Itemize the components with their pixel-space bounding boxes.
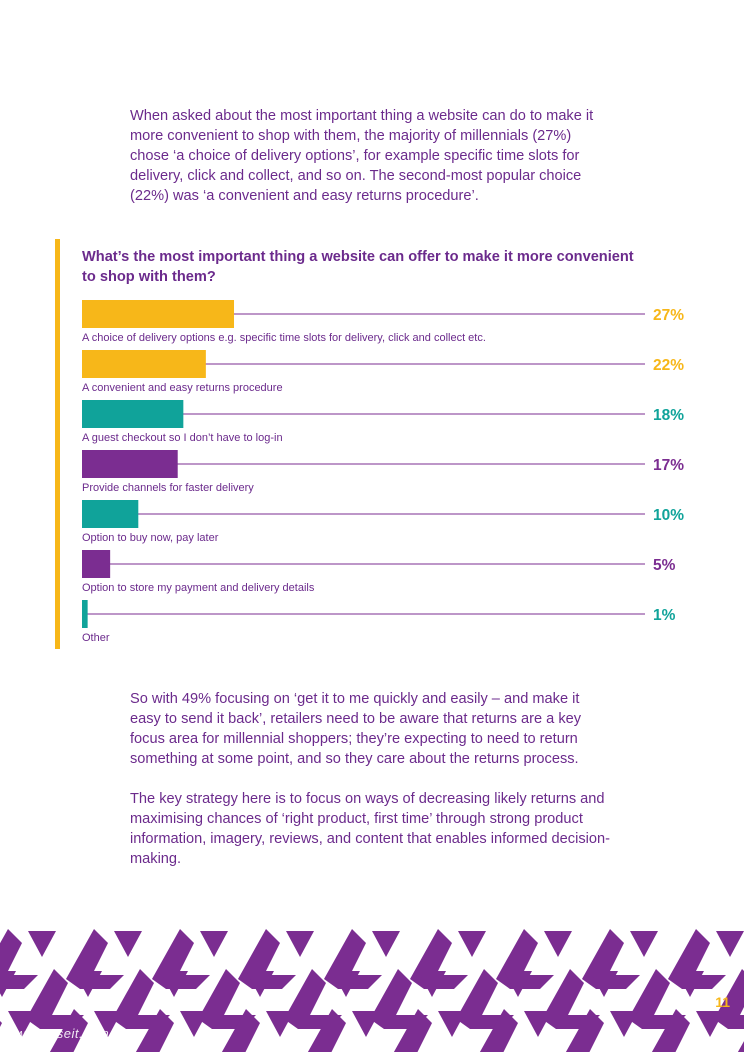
bar-value-label: 5% <box>653 557 676 574</box>
bar-value-label: 17% <box>653 457 684 474</box>
bar <box>82 550 111 578</box>
pattern-shape <box>221 1009 260 1052</box>
pattern-shape <box>352 1011 380 1037</box>
bar-value-label: 18% <box>653 407 684 424</box>
pattern-shape <box>74 971 102 997</box>
chart-title: What’s the most important thing a websit… <box>82 249 634 285</box>
pattern-shape <box>307 1009 346 1052</box>
bar-category-label: A guest checkout so I don’t have to log-… <box>82 432 283 444</box>
bar-category-label: A convenient and easy returns procedure <box>82 382 283 394</box>
bar <box>82 500 139 528</box>
bar-category-label: Option to buy now, pay later <box>82 532 219 544</box>
pattern-shape <box>8 1011 36 1037</box>
pattern-shape <box>565 1009 604 1052</box>
pattern-shape <box>200 931 228 957</box>
pattern-shape <box>28 931 56 957</box>
pattern-shape <box>418 971 446 997</box>
bar <box>82 450 178 478</box>
bar-value-label: 1% <box>653 607 676 624</box>
pattern-shape <box>628 969 686 1029</box>
pattern-shape <box>438 1011 466 1037</box>
bar-value-label: 22% <box>653 357 684 374</box>
bar-value-label: 10% <box>653 507 684 524</box>
pattern-shape <box>286 931 314 957</box>
bar-chart: 27% A choice of delivery options e.g. spe… <box>82 300 684 644</box>
pattern-shape <box>94 1011 122 1037</box>
pattern-shape <box>458 931 486 957</box>
pattern-shape <box>135 1009 174 1052</box>
pattern-shape <box>542 969 600 1029</box>
pattern-shape <box>524 1011 552 1037</box>
bar-category-label: Other <box>82 632 110 644</box>
pattern-shape <box>26 969 84 1029</box>
pattern-shape <box>160 971 188 997</box>
pattern-shape <box>737 1041 744 1052</box>
bar <box>82 400 184 428</box>
bar-category-label: Option to store my payment and delivery … <box>82 582 315 594</box>
pattern-shape <box>504 971 532 997</box>
bar <box>82 300 235 328</box>
pattern-shape <box>0 1021 2 1052</box>
pattern-shape <box>651 1009 690 1052</box>
bar <box>82 350 206 378</box>
bar-category-label: Provide channels for faster delivery <box>82 482 254 494</box>
pattern-shape <box>456 969 514 1029</box>
pattern-shape <box>114 931 142 957</box>
pattern-shape <box>180 1011 208 1037</box>
page-number: 11 <box>715 994 730 1010</box>
bar <box>82 600 88 628</box>
pattern-shape <box>544 931 572 957</box>
strategy-paragraph: The key strategy here is to focus on way… <box>130 791 610 867</box>
pattern-shape <box>393 1009 432 1052</box>
pattern-shape <box>479 1009 518 1052</box>
pattern-shape <box>198 969 256 1029</box>
pattern-shape <box>610 1011 638 1037</box>
pattern-shape <box>372 931 400 957</box>
intro-paragraph: When asked about the most important thin… <box>130 108 594 204</box>
pattern-shape <box>0 971 16 997</box>
pattern-shape <box>246 971 274 997</box>
pattern-shape <box>370 969 428 1029</box>
bar-category-label: A choice of delivery options e.g. specif… <box>82 332 486 344</box>
watermark: www.useit.com.cn <box>16 1026 129 1041</box>
pattern-shape <box>630 931 658 957</box>
pattern-shape <box>266 1011 294 1037</box>
pattern-shape <box>284 969 342 1029</box>
pattern-shape <box>696 1011 724 1037</box>
pattern-shape <box>49 1009 88 1052</box>
chart-accent-bar <box>55 239 60 649</box>
returns-paragraph: So with 49% focusing on ‘get it to me qu… <box>130 691 582 767</box>
pattern-shape <box>590 971 618 997</box>
pattern-shape <box>332 971 360 997</box>
pattern-shape <box>676 971 704 997</box>
pattern-shape <box>112 969 170 1029</box>
pattern-shape <box>716 931 744 957</box>
bar-value-label: 27% <box>653 307 684 324</box>
pattern-shape <box>0 929 38 989</box>
decorative-geometric-pattern <box>0 929 744 1052</box>
